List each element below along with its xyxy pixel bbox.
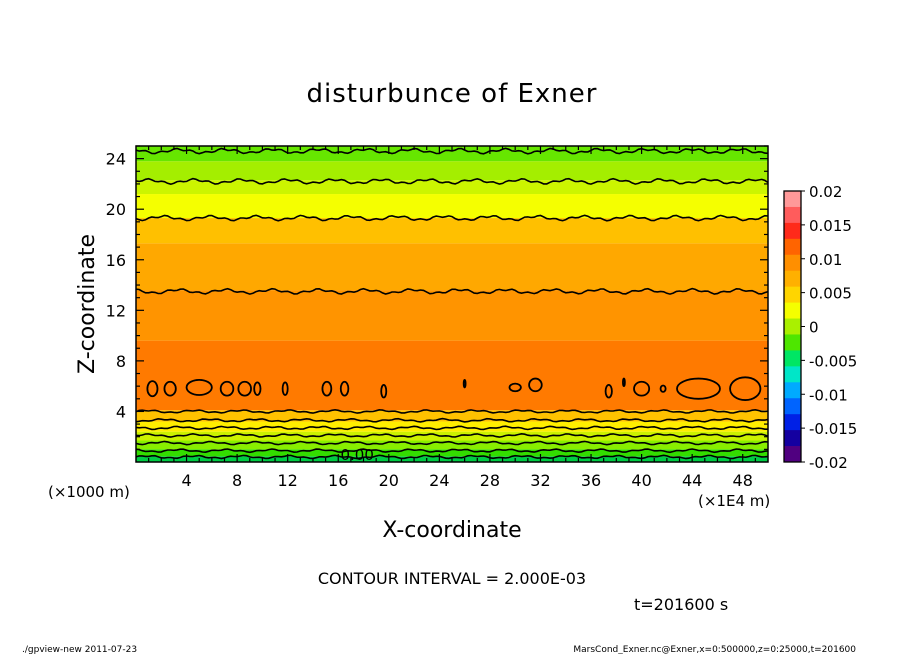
x-tick-label: 48 [733,471,753,490]
closed-contour [321,380,333,397]
closed-contour [185,378,213,396]
colorbar-label: 0 [809,319,819,337]
closed-contour [339,380,350,397]
closed-contour [253,381,262,396]
closed-contour [604,383,613,399]
colorbar-label: -0.02 [809,454,848,472]
contour-band [136,440,768,450]
y-tick-label: 20 [106,200,126,219]
x-tick-label: 28 [480,471,500,490]
y-tick-label: 8 [116,352,126,371]
colorbar-label: 0.015 [809,217,852,235]
colorbar-label: 0.005 [809,285,852,303]
contour-line [136,432,768,438]
closed-contour [163,380,177,397]
x-unit-secondary-label: (×1E4 m) [698,492,770,510]
y-tick-label: 4 [116,402,126,421]
colorbar: 0.02 0.015 0.01 0.005 0 -0.005 -0.01 -0.015 -0.0… [783,183,857,472]
contour-line [136,425,768,431]
footer-right: MarsCond_Exner.nc@Exner,x=0:500000,z=0:2… [573,645,856,654]
x-tick-label: 16 [328,471,348,490]
colorbar-swatch [784,366,801,383]
colorbar-label: 0.02 [809,183,842,201]
colorbar-swatch [784,222,801,240]
contour-band [136,161,768,181]
x-tick-label: 44 [682,471,702,490]
closed-contour [146,380,159,398]
contour-line [136,147,768,155]
colorbar-label: -0.01 [809,386,848,404]
contour-line [136,454,768,460]
colorbar-swatch [784,206,801,224]
colorbar-swatch [784,302,801,319]
colorbar-swatch [784,382,801,399]
contour-line [136,214,768,222]
closed-contour [622,377,626,388]
x-tick-label: 32 [530,471,550,490]
y-tick-label: 16 [106,251,126,270]
contour-label: 0.00 [340,446,373,464]
contour-line [136,440,768,446]
colorbar-swatch [784,350,801,367]
contour-band [136,421,768,432]
closed-contour [659,384,667,393]
closed-contour [237,380,252,397]
contour-band [136,410,768,422]
contour-band [136,449,768,457]
colorbar-label: -0.005 [809,352,857,370]
colorbar-swatch [784,254,801,272]
contour-line [136,448,768,454]
time-label: t=201600 s [634,595,728,614]
x-tick-label: 36 [581,471,601,490]
contour-band [136,243,768,291]
colorbar-swatch [784,430,801,447]
x-tick-label: 8 [232,471,242,490]
x-unit-label: (×1000 m) [48,483,130,501]
closed-contour [462,378,467,389]
contour-line [136,417,768,423]
contour-band [136,290,768,341]
colorbar-swatch [784,286,801,303]
y-axis-title: Z-coordinate [75,234,100,374]
y-tick-label: 12 [106,301,126,320]
closed-contour [281,381,289,396]
x-axis-title: X-coordinate [382,518,521,543]
colorbar-label: -0.015 [809,420,857,438]
x-tick-label: 4 [181,471,191,490]
colorbar-swatch [784,238,801,256]
colorbar-swatch [784,270,801,288]
contour-interval: CONTOUR INTERVAL = 2.000E-03 [318,569,586,588]
closed-contour [633,380,651,397]
colorbar-swatch [784,398,801,415]
contour-line [136,408,768,414]
closed-contour [380,383,388,399]
x-tick-label: 12 [278,471,298,490]
colorbar-swatch [784,414,801,431]
colorbar-swatch [784,446,801,463]
x-tick-label: 24 [429,471,449,490]
colorbar-swatch [784,191,801,208]
contour-band [136,194,768,219]
colorbar-label: 0.01 [809,251,842,269]
footer-left: ./gpview-new 2011-07-23 [22,645,137,654]
closed-contour [676,377,721,400]
y-tick-label: 24 [106,150,126,169]
closed-contour [729,376,762,401]
contour-line [136,287,768,295]
x-tick-label: 40 [631,471,651,490]
contour-band [136,340,768,411]
colorbar-swatch [784,318,801,335]
closed-contour [528,377,543,393]
closed-contour [508,382,522,393]
chart-title: disturbunce of Exner [307,79,598,109]
contour-band [136,180,768,195]
x-tick-label: 20 [379,471,399,490]
contour-band [136,218,768,244]
closed-contour [219,380,235,397]
contour-line [136,177,768,186]
colorbar-swatch [784,334,801,351]
